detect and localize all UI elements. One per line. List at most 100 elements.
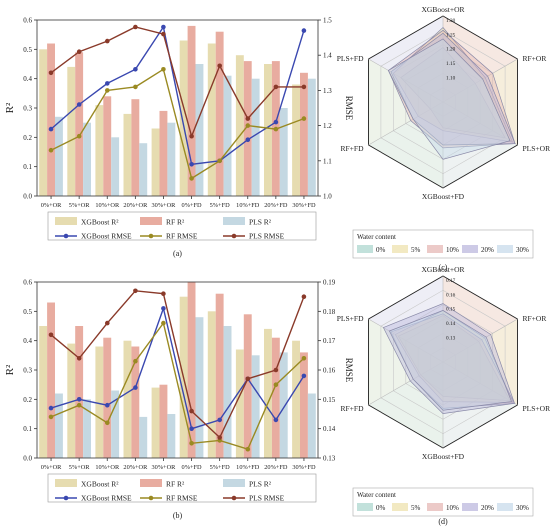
bar (47, 43, 55, 196)
data-point (76, 102, 82, 107)
legend-label: RF RMSE (166, 232, 198, 241)
x-tick-label: 10%+FD (236, 202, 260, 209)
legend-marker (63, 233, 69, 239)
legend-label: 5% (411, 246, 421, 254)
radar-sector (368, 16, 443, 102)
legend-marker (231, 495, 237, 501)
bar (75, 326, 84, 458)
data-point (301, 373, 307, 379)
x-tick-label: 5%+FD (210, 202, 230, 209)
legend-swatch (497, 245, 513, 253)
y2-tick-label: 0.13 (323, 455, 336, 463)
panel-b-bar-line-chart: 0.0 0.1 0.2 0.3 0.4 0.5 0.6 0.13 0.14 0.15 0.16 0.1… (4, 279, 354, 521)
radar-axis-label: XGBoost+OR (422, 5, 465, 14)
y2-tick-label: 1.1 (323, 157, 332, 165)
x-tick-label: 20%+OR (123, 202, 148, 209)
y-tick-label: 0.6 (23, 17, 32, 25)
data-point (189, 441, 194, 446)
bar (67, 343, 76, 458)
legend-label: RF R² (166, 480, 185, 489)
bar (47, 302, 55, 458)
x-tick-label: 10%+OR (95, 464, 120, 471)
bar (123, 340, 132, 458)
x-tick-label: 30%+OR (152, 202, 177, 209)
series-line (50, 26, 304, 139)
bar (223, 326, 232, 458)
data-point (273, 126, 279, 132)
bar (223, 75, 232, 196)
y2-tick-label: 0.17 (323, 337, 336, 345)
data-point (105, 88, 110, 93)
data-point (48, 405, 54, 411)
legend-swatch (140, 479, 162, 487)
radar-spoke (368, 361, 444, 406)
radar-tick-label: 1.20 (446, 47, 456, 53)
data-point (217, 435, 222, 440)
data-point (189, 162, 194, 167)
x-tick-label: 0%+FD (182, 202, 202, 209)
data-point (301, 116, 307, 121)
data-point (245, 446, 251, 452)
bar (103, 96, 112, 196)
data-point (161, 31, 166, 37)
data-point (105, 320, 110, 326)
legend-swatch (55, 217, 77, 225)
y-tick-label: 0.3 (23, 105, 32, 113)
data-point (161, 320, 166, 326)
legend-label: 30% (516, 504, 529, 512)
legend-swatch (497, 503, 513, 511)
data-point (245, 123, 251, 128)
legend-label: PLS R² (249, 480, 272, 489)
data-point (217, 158, 222, 164)
bar (39, 326, 48, 458)
data-point (189, 133, 194, 139)
bar (307, 393, 316, 458)
bar (195, 317, 204, 458)
bar (139, 416, 148, 458)
legend-swatch (357, 245, 373, 253)
legend-swatch (392, 503, 408, 511)
bar (67, 66, 76, 197)
bar (243, 61, 252, 196)
y2-axis-label: RMSE (344, 96, 354, 121)
data-point (189, 426, 194, 432)
legend-label: 30% (516, 246, 529, 254)
legend-marker (148, 495, 154, 501)
y2-tick-label: 1.2 (323, 122, 332, 130)
legend-label: XGBoost R² (81, 218, 119, 227)
y2-tick-label: 0.19 (323, 279, 336, 287)
radar-axis-label: PLS+OR (523, 144, 550, 153)
data-point (76, 356, 82, 361)
series-line (50, 290, 305, 439)
radar-spoke (442, 58, 518, 103)
x-tick-label: 30%+FD (292, 202, 316, 209)
y-tick-label: 0.1 (23, 163, 32, 171)
legend-label: RF RMSE (166, 494, 198, 503)
legend-swatch (392, 245, 408, 253)
bar (264, 64, 272, 196)
y-tick-label: 0.0 (23, 193, 32, 201)
data-point (76, 402, 82, 408)
legend-frame (47, 211, 317, 241)
radar-tick-label: 0.17 (446, 278, 456, 284)
legend-swatch (427, 503, 443, 511)
legend-label: XGBoost RMSE (81, 232, 132, 241)
legend-swatch (140, 217, 162, 225)
panel-label: (d) (438, 517, 448, 526)
bar (111, 137, 120, 196)
radar-series-area (390, 313, 516, 409)
legend-label: 10% (446, 246, 459, 254)
bar (167, 414, 176, 458)
legend-swatch (55, 479, 77, 487)
data-point (217, 417, 222, 423)
x-tick-label: 5%+OR (69, 464, 90, 471)
data-point (273, 417, 279, 423)
data-point (133, 67, 138, 72)
y-tick-label: 0.6 (23, 279, 32, 287)
bar (215, 293, 224, 458)
radar-sector (443, 276, 518, 362)
data-point (301, 294, 307, 300)
y2-tick-label: 1.5 (323, 17, 332, 25)
legend-label: PLS RMSE (249, 232, 285, 241)
